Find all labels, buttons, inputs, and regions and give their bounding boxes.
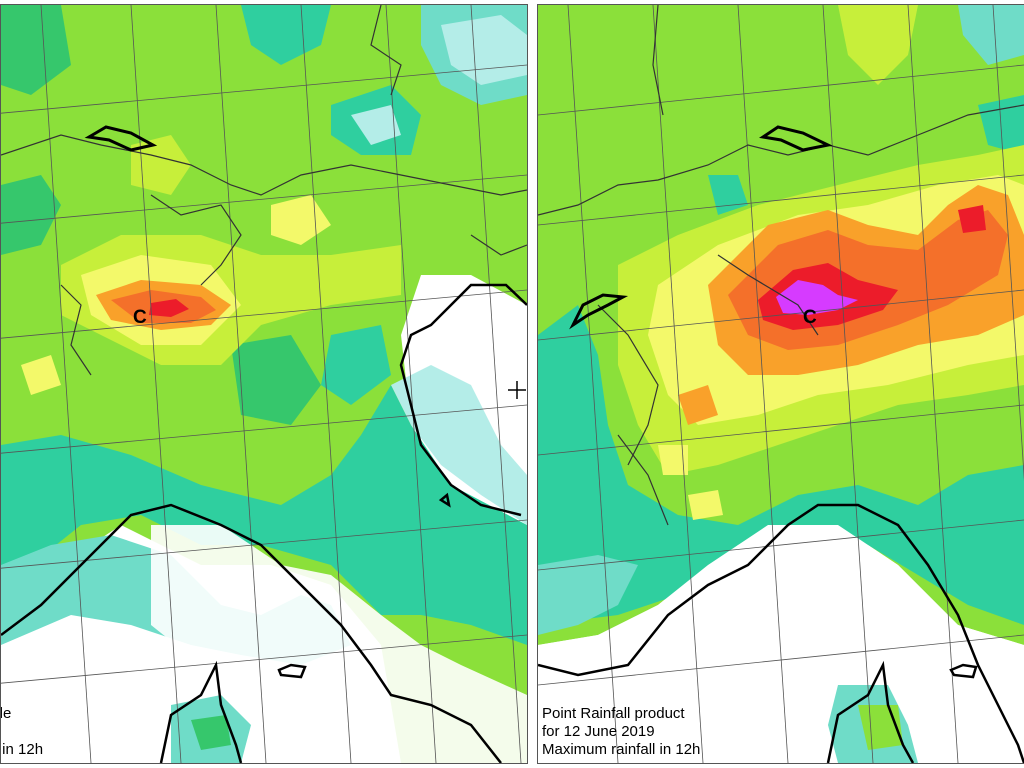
- city-marker-right: C: [803, 307, 817, 328]
- caption-line: all in 12h: [2, 741, 44, 758]
- rainfall-map-right: C: [538, 5, 1024, 763]
- caption-line: 9: [1, 723, 43, 741]
- map-panel-right: C Point Rainfall product for 12 June 2019…: [537, 4, 1024, 764]
- map-panel-left: C nble9all in 12h: [0, 4, 528, 764]
- map-caption-right: Point Rainfall product for 12 June 2019 Ma…: [542, 705, 700, 759]
- caption-line: for 12 June 2019: [542, 723, 655, 740]
- caption-line: nble: [0, 705, 12, 722]
- rainfall-map-left: C: [1, 5, 527, 763]
- city-marker-left: C: [133, 307, 147, 328]
- crosshair-icon: [508, 381, 526, 399]
- caption-line: Maximum rainfall in 12h: [542, 741, 701, 758]
- map-caption-left: nble9all in 12h: [0, 705, 44, 759]
- caption-line: Point Rainfall product: [542, 705, 685, 722]
